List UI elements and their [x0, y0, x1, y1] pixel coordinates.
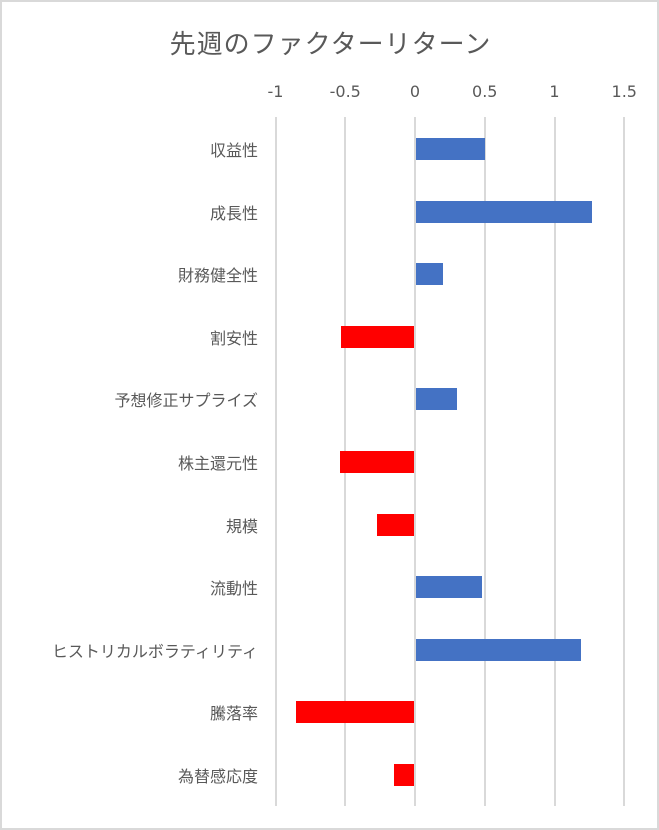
gridline [623, 117, 626, 806]
gridline [414, 117, 416, 806]
category-label: 騰落率 [209, 704, 258, 724]
category-label: 財務健全性 [177, 266, 258, 286]
bar [416, 638, 581, 661]
bar [377, 513, 414, 536]
x-tick-label: 1 [549, 82, 560, 101]
x-tick-label: -1 [267, 82, 284, 101]
bar [296, 701, 414, 724]
x-tick-label: -0.5 [329, 82, 361, 101]
category-label: 株主還元性 [177, 454, 258, 473]
category-label: 割安性 [209, 328, 258, 348]
chart-title: 先週のファクターリターン [169, 30, 492, 60]
bar [416, 138, 485, 160]
x-tick-label: 1.5 [611, 82, 637, 101]
category-label: 収益性 [209, 141, 258, 160]
x-tick-label: 0.5 [472, 82, 498, 101]
bar [339, 451, 414, 473]
gridline [553, 117, 556, 806]
gridline [483, 117, 486, 806]
x-tick-label: 0 [409, 82, 421, 101]
bar [416, 576, 482, 599]
bar [416, 263, 443, 286]
category-label: ヒストリカルボラティリティ [51, 641, 258, 661]
bar [394, 764, 414, 786]
bar [416, 388, 457, 411]
category-label: 予想修正サプライズ [114, 391, 258, 411]
category-label: 規模 [225, 516, 258, 536]
category-label: 成長性 [209, 203, 258, 223]
category-label: 流動性 [209, 579, 258, 599]
gridline [274, 117, 277, 806]
bar [341, 325, 414, 348]
bar [416, 200, 593, 223]
category-label: 為替感応度 [177, 767, 258, 786]
